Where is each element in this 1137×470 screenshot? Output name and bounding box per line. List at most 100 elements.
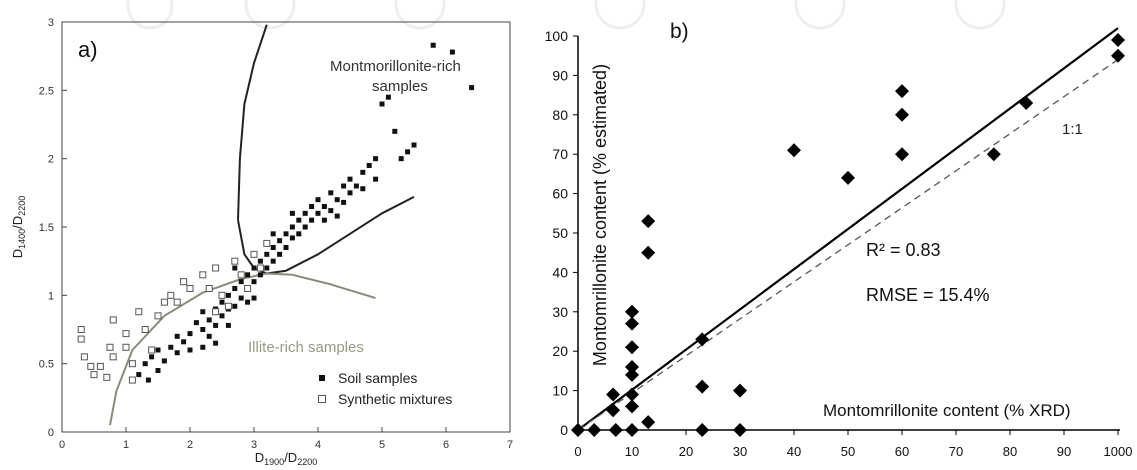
panel-a-x-tick-label: 5 — [379, 439, 385, 451]
diamond-point — [695, 332, 710, 347]
soil-sample-point — [200, 309, 206, 315]
synthetic-mixture-point — [212, 308, 220, 316]
synthetic-mixture-point — [256, 264, 264, 272]
panel-b-x-axis-label: Montomrillonite content (% XRD) — [823, 401, 1071, 420]
synthetic-mixture-point — [205, 285, 213, 292]
soil-sample-point — [245, 299, 251, 305]
diamond-point — [625, 423, 639, 437]
soil-sample-point — [149, 354, 155, 360]
panel-a-y-tick-label: 0.5 — [39, 359, 54, 371]
soil-sample-point — [219, 313, 225, 319]
soil-sample-point — [200, 327, 206, 332]
diamond-point — [1019, 95, 1034, 110]
panel-a-x-tick-label: 2 — [187, 439, 193, 451]
synthetic-mixture-point — [135, 308, 143, 316]
soil-sample-point — [145, 377, 151, 383]
soil-sample-point — [232, 265, 238, 271]
diamond-point — [1111, 32, 1125, 47]
line-fit-line — [577, 27, 1119, 431]
panel-a-y-tick-label: 0 — [48, 427, 54, 439]
soil-sample-point — [251, 295, 257, 301]
synthetic-mixture-point — [80, 353, 88, 361]
panel-b-y-tick-label: 90 — [552, 67, 568, 83]
soil-sample-point — [334, 197, 340, 203]
soil-sample-point — [136, 372, 142, 378]
soil-sample-point — [405, 149, 411, 155]
diamond-point — [625, 316, 639, 331]
soil-sample-point — [366, 163, 372, 168]
soil-sample-point — [270, 231, 276, 237]
panel-a-label: a) — [78, 37, 98, 62]
soil-sample-point — [168, 344, 174, 350]
panel-b-x-tick-label: 80 — [1003, 444, 1017, 459]
synthetic-mixture-point — [263, 239, 271, 247]
soil-sample-point — [411, 142, 417, 148]
panel-a-x-axis-label: D1900/D2200 — [255, 450, 317, 467]
diamond-point — [641, 214, 656, 229]
soil-sample-point — [251, 265, 257, 271]
soil-sample-point — [334, 213, 340, 219]
diamond-point — [695, 379, 710, 394]
synthetic-mixture-point — [128, 360, 136, 368]
illite-annotation: Illite-rich samples — [248, 339, 364, 356]
diamond-point — [787, 143, 801, 158]
soil-sample-point — [353, 183, 359, 189]
soil-sample-point — [187, 347, 193, 353]
diamond-point — [625, 367, 639, 382]
soil-sample-point — [219, 299, 225, 305]
soil-sample-point — [187, 331, 193, 337]
soil-sample-point — [289, 210, 295, 216]
synthetic-mixture-point — [103, 373, 111, 381]
synthetic-mixture-point — [224, 302, 232, 310]
panel-a-y-tick-label: 1.5 — [39, 222, 54, 234]
soil-sample-point — [225, 322, 231, 328]
soil-sample-point — [379, 101, 385, 107]
soil-sample-point — [245, 272, 251, 278]
synthetic-mixture-point — [122, 343, 130, 351]
soil-sample-point — [430, 42, 436, 48]
synthetic-mixture-point — [180, 278, 188, 286]
soil-sample-point — [181, 339, 187, 345]
diamond-point — [625, 304, 639, 319]
panel-b-label: b) — [670, 20, 689, 43]
soil-sample-point — [238, 279, 244, 285]
soil-sample-point — [232, 286, 238, 291]
soil-sample-point — [385, 94, 391, 100]
panel-a-x-tick-label: 3 — [251, 439, 257, 451]
synthetic-mixture-point — [77, 326, 85, 333]
soil-sample-point — [328, 208, 334, 214]
synthetic-mixture-point — [212, 264, 220, 272]
panel-a-y-tick-label: 3 — [48, 17, 54, 29]
legend-soil-marker — [319, 375, 325, 381]
soil-sample-point — [277, 251, 283, 257]
soil-sample-point — [289, 224, 295, 230]
diamond-point — [606, 387, 621, 402]
panel-b-y-tick-label: 10 — [552, 383, 568, 399]
synthetic-mixture-point — [250, 250, 258, 258]
soil-sample-point — [449, 49, 455, 55]
panel-a-y-tick-label: 2.5 — [39, 85, 54, 97]
diamond-point — [587, 423, 602, 437]
synthetic-mixture-point — [231, 257, 239, 265]
diamond-point — [608, 423, 623, 437]
soil-sample-point — [213, 322, 219, 328]
soil-sample-point — [309, 217, 315, 223]
panel-a-x-tick-label: 7 — [507, 439, 513, 451]
soil-sample-point — [270, 245, 276, 250]
panel-b-y-axis-label: Montomrillonite content (% estimated) — [590, 64, 610, 366]
panel-b-y-tick-label: 80 — [552, 107, 568, 123]
panel-b-y-tick-label: 0 — [560, 422, 568, 438]
r-squared-annotation: R² = 0.83 — [866, 240, 941, 260]
synthetic-mixture-point — [237, 271, 245, 279]
soil-sample-point — [277, 238, 283, 244]
legend-synthetic-label: Synthetic mixtures — [338, 391, 452, 407]
soil-sample-point — [469, 85, 475, 91]
identity-line-annotation: 1:1 — [1062, 121, 1083, 138]
panel-b-y-tick-label: 100 — [545, 28, 569, 44]
panel-b-x-tick-label: 0 — [574, 444, 581, 459]
soil-sample-point — [373, 156, 379, 162]
panel-b-lines — [577, 27, 1119, 431]
soil-sample-point — [264, 265, 270, 271]
synthetic-mixture-point — [218, 291, 226, 299]
soil-sample-point — [225, 292, 231, 298]
